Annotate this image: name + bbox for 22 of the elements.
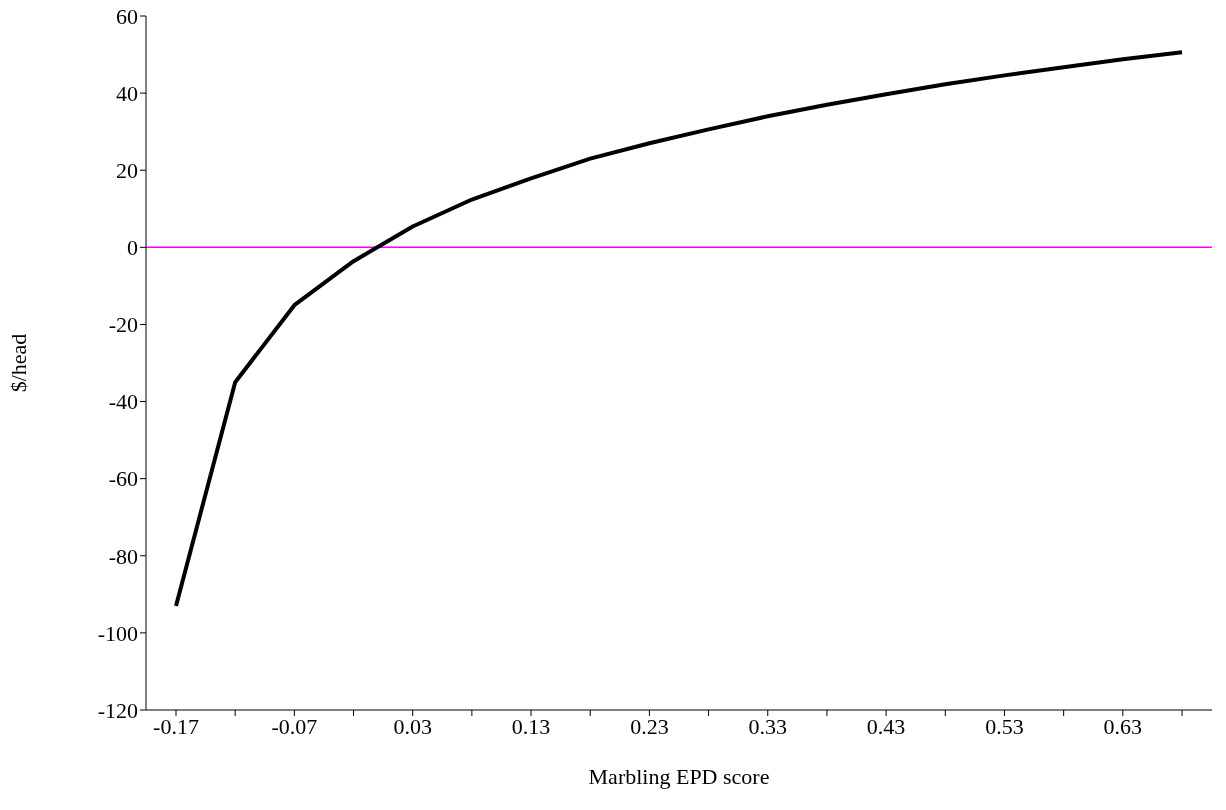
x-tick-label: -0.17: [153, 713, 199, 739]
x-tick-label: 0.33: [748, 713, 788, 739]
y-tick-label: 40: [116, 80, 138, 106]
y-tick-label: -20: [108, 312, 138, 338]
x-tick-label: 0.53: [985, 713, 1024, 739]
x-axis-title: Marbling EPD score: [588, 764, 770, 789]
y-tick-label: -80: [108, 543, 138, 569]
y-tick-label: -120: [97, 697, 138, 723]
y-tick-label: -100: [97, 620, 138, 646]
x-tick-label: 0.63: [1103, 713, 1143, 739]
y-tick-label: -60: [108, 466, 138, 492]
x-tick-label: 0.13: [511, 713, 551, 739]
y-tick-label: 0: [127, 235, 138, 261]
x-tick-label: 0.43: [866, 713, 906, 739]
x-tick-label: 0.03: [393, 713, 432, 739]
y-tick-label: -40: [108, 389, 138, 415]
x-tick-label: 0.23: [630, 713, 669, 739]
y-tick-label: 60: [116, 3, 138, 29]
y-tick-label: 20: [116, 158, 138, 184]
x-tick-label: -0.07: [271, 713, 318, 739]
y-axis-title: $/head: [5, 333, 31, 393]
line-series: [174, 50, 1184, 608]
